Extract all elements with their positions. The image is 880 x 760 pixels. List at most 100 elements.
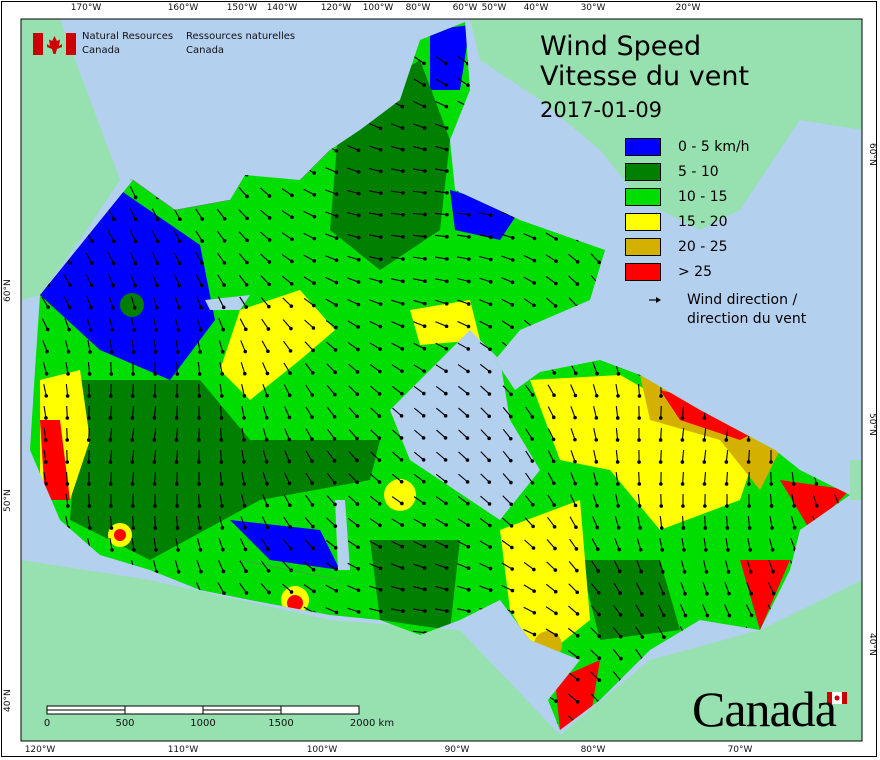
legend-item: 20 - 25 xyxy=(625,234,750,259)
wind-arrow xyxy=(108,296,115,310)
wind-arrow xyxy=(195,230,204,243)
zone-over-25 xyxy=(287,595,303,611)
wind-arrow xyxy=(130,274,137,288)
wind-arrow xyxy=(547,450,556,464)
legend-item: 15 - 20 xyxy=(625,209,750,234)
wind-arrow xyxy=(391,364,404,374)
wind-arrow xyxy=(131,361,135,376)
wind-arrow xyxy=(86,296,93,310)
wind-arrow xyxy=(304,319,316,330)
wind-arrow xyxy=(87,340,92,354)
wind-arrow xyxy=(369,563,383,571)
wind-arrow xyxy=(479,540,492,549)
wind-arrow xyxy=(65,383,70,398)
wind-arrow xyxy=(369,518,382,528)
wind-arrow xyxy=(659,515,664,530)
wind-arrow xyxy=(303,254,317,263)
wind-arrow xyxy=(502,495,514,507)
wind-arrow xyxy=(175,318,181,332)
wind-arrow xyxy=(479,234,493,240)
wind-arrow xyxy=(173,230,182,244)
wind-arrow xyxy=(413,407,426,418)
wind-arrow xyxy=(391,563,405,570)
wind-arrow xyxy=(591,538,600,552)
wind-arrow xyxy=(746,449,751,464)
wind-arrow xyxy=(412,256,427,261)
wind-arrow xyxy=(175,515,180,530)
wind-arrow xyxy=(724,449,729,464)
left-tick-label: 60°N xyxy=(3,279,13,302)
wind-arrow xyxy=(435,473,448,484)
wind-arrow xyxy=(262,450,269,464)
org-fr-line1: Ressources naturelles xyxy=(186,31,296,42)
wind-arrow xyxy=(219,405,224,420)
wind-arrow xyxy=(681,493,685,508)
wind-arrow xyxy=(658,449,663,464)
map-date: 2017-01-09 xyxy=(540,98,663,122)
wind-arrow xyxy=(570,472,577,486)
wind-arrow xyxy=(659,493,664,508)
wind-arrow xyxy=(262,362,270,376)
wind-arrow xyxy=(570,450,577,464)
legend-label: 10 - 15 xyxy=(678,188,728,205)
wind-arrow xyxy=(347,189,361,196)
bottom-tick-label: 100°W xyxy=(306,745,338,755)
wind-arrow xyxy=(325,211,339,218)
wind-arrow xyxy=(392,429,404,440)
wind-arrow xyxy=(130,449,135,464)
wind-arrow xyxy=(282,583,294,594)
wind-arrow xyxy=(458,473,470,484)
wind-arrow xyxy=(217,252,227,265)
wind-arrow xyxy=(434,212,449,217)
wind-arrow xyxy=(658,427,663,442)
wind-arrow xyxy=(283,516,293,529)
wind-arrow xyxy=(369,585,383,592)
wind-arrow xyxy=(153,515,158,530)
alaska-land xyxy=(21,19,120,300)
wind-arrow xyxy=(592,516,600,530)
wind-arrow xyxy=(219,516,225,530)
wind-arrow xyxy=(458,407,470,418)
zone-15-20 xyxy=(384,479,416,511)
wind-arrow xyxy=(413,386,426,396)
wind-arrow xyxy=(43,449,48,464)
wind-arrow xyxy=(479,562,493,571)
org-en-line2: Canada xyxy=(82,45,121,56)
wind-arrow xyxy=(413,101,427,109)
wind-arrow xyxy=(107,230,116,244)
wind-arrow xyxy=(369,256,383,262)
wind-arrow xyxy=(151,230,160,244)
zone-5-10 xyxy=(120,293,144,317)
wind-arrow xyxy=(239,538,248,552)
wind-arrow xyxy=(129,186,138,200)
wind-arrow xyxy=(747,471,751,486)
wind-arrow xyxy=(480,429,491,441)
wind-arrow xyxy=(545,254,558,264)
wind-arrow xyxy=(769,449,773,464)
title-en: Wind Speed xyxy=(540,31,702,62)
wind-arrow xyxy=(152,427,157,442)
wind-arrow xyxy=(281,188,294,198)
wind-arrow xyxy=(501,320,514,330)
wind-arrow xyxy=(724,471,729,486)
zone-over-25 xyxy=(114,529,126,541)
wind-arrow xyxy=(216,230,227,243)
wind-arrow xyxy=(480,495,492,506)
wind-arrow xyxy=(175,538,180,552)
wind-arrow xyxy=(457,364,470,374)
wind-arrow xyxy=(524,517,535,529)
wind-arrow xyxy=(567,671,580,682)
wind-arrow xyxy=(391,299,405,306)
wind-arrow xyxy=(658,582,666,596)
wind-arrow xyxy=(412,234,427,239)
wind-arrow xyxy=(151,208,160,222)
legend-item: 0 - 5 km/h xyxy=(625,134,750,159)
wind-arrow xyxy=(593,450,599,464)
wind-arrow xyxy=(435,585,449,592)
legend-swatch xyxy=(625,262,661,281)
wind-arrow xyxy=(282,319,293,331)
wind-arrow xyxy=(348,495,360,506)
wind-arrow xyxy=(613,582,622,595)
wind-arrow xyxy=(348,429,359,441)
zone-15-20 xyxy=(530,375,760,530)
